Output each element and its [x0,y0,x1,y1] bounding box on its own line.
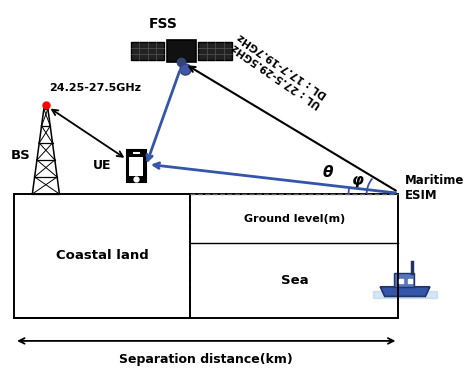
Text: Separation distance(km): Separation distance(km) [119,353,293,365]
Bar [14,194,191,318]
Text: φ: φ [352,173,364,188]
Text: Ground level(m): Ground level(m) [244,214,345,224]
Text: θ: θ [323,165,334,180]
Text: 24.25-27.5GHz: 24.25-27.5GHz [50,83,142,94]
Text: FSS: FSS [149,17,178,31]
Bar [131,42,164,60]
Text: UE: UE [92,159,111,173]
Text: BS: BS [11,149,31,162]
Bar [394,273,414,287]
Bar [129,157,144,177]
Bar [167,40,196,62]
Bar [127,149,146,182]
Text: Maritime
ESIM: Maritime ESIM [405,174,465,202]
Text: UL : 27.5-29.5GHz
DL : 17.7-19.7GHz: UL : 27.5-29.5GHz DL : 17.7-19.7GHz [230,31,329,109]
Polygon shape [380,287,430,296]
Text: Sea: Sea [281,274,308,287]
Text: Coastal land: Coastal land [56,249,149,262]
Bar [198,42,232,60]
